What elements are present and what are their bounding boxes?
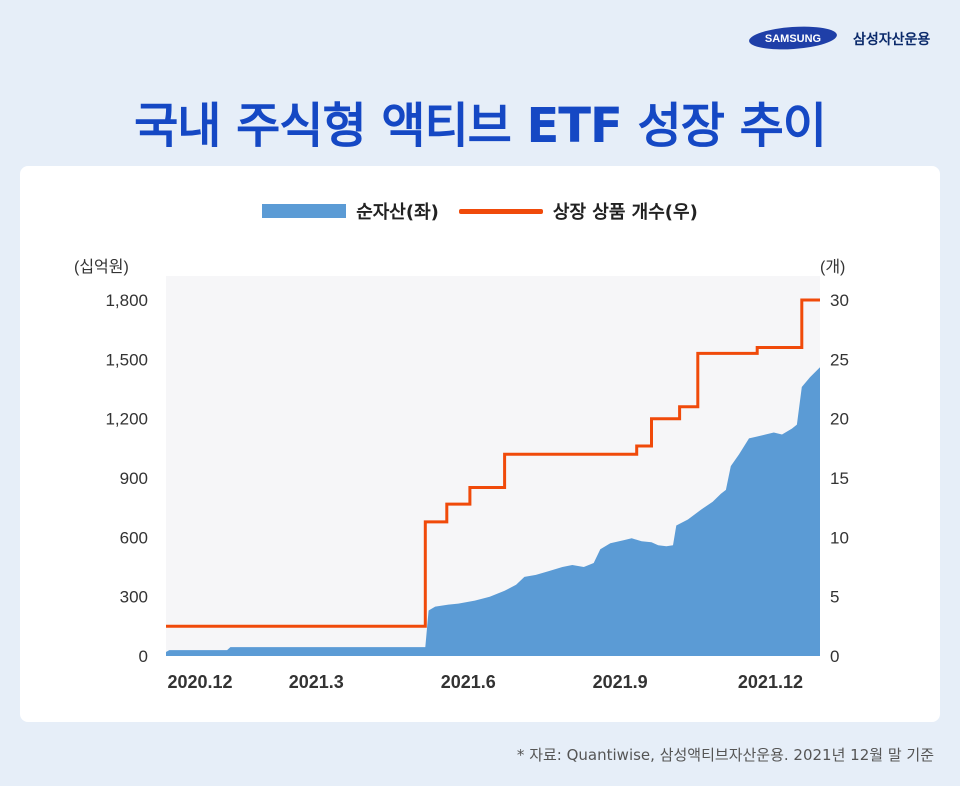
x-tick-label: 2021.12 [738,672,803,692]
logo-text: SAMSUNG [765,33,821,45]
samsung-logo: SAMSUNG [749,26,837,50]
chart-legend: 순자산(좌) 상장 상품 개수(우) [20,196,940,226]
y-left-tick-label: 1,800 [105,291,148,310]
y-right-tick-label: 25 [830,350,849,369]
series-net-assets-area [166,367,820,656]
footnote: * 자료: Quantiwise, 삼성액티브자산운용. 2021년 12월 말… [516,746,934,764]
legend-label-net-assets: 순자산(좌) [356,202,439,223]
header: SAMSUNG 삼성자산운용 [0,0,960,80]
y-right-tick-label: 10 [830,528,849,547]
y-left-tick-label: 1,200 [105,410,148,429]
y-right-tick-label: 30 [830,291,849,310]
y-left-tick-label: 900 [120,469,148,488]
y-left-tick-label: 1,500 [105,350,148,369]
y-left-tick-label: 600 [120,528,148,547]
x-tick-label: 2021.6 [441,672,496,692]
y-left-tick-label: 0 [139,647,148,666]
y-right-tick-label: 20 [830,410,849,429]
legend-swatch-area [262,204,347,218]
x-tick-label: 2020.12 [167,672,232,692]
legend-item-listed-count: 상장 상품 개수(우) [458,198,698,224]
legend-item-net-assets: 순자산(좌) [262,198,439,224]
y-left-axis-label: (십억원) [74,258,129,276]
chart: 1,800 1,500 1,200 900 600 300 0 30 25 20 15 10 5 0 (십억… [74,258,849,692]
x-tick-label: 2021.9 [593,672,648,692]
brand-name: 삼성자산운용 [853,32,931,48]
page-title: 국내 주식형 액티브 ETF 성장 추이 [134,98,827,154]
chart-card: 순자산(좌) 상장 상품 개수(우) 1,800 1,500 1,200 900 600… [20,166,940,722]
x-tick-label: 2021.3 [289,672,344,692]
y-right-axis-label: (개) [820,258,845,276]
y-right-tick-label: 5 [830,588,839,607]
series-listed-count-line [166,298,820,628]
y-right-tick-label: 0 [830,647,839,666]
legend-label-listed-count: 상장 상품 개수(우) [552,202,698,223]
y-right-tick-label: 15 [830,469,849,488]
y-left-tick-label: 300 [120,588,148,607]
legend-swatch-line [458,208,543,214]
